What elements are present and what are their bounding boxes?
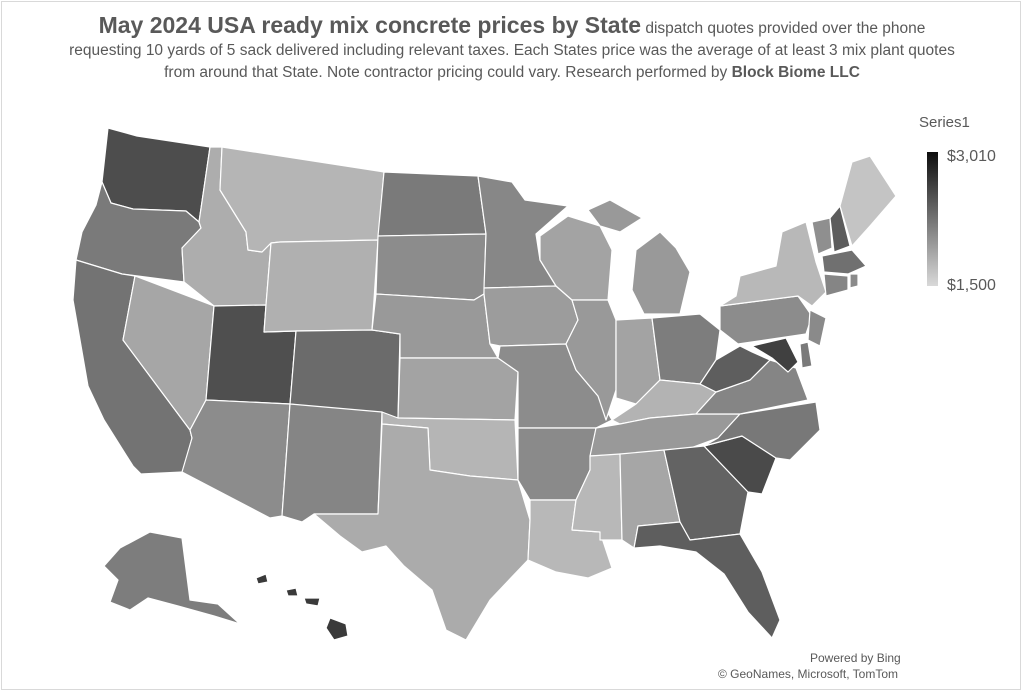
state-wv[interactable] — [699, 345, 771, 393]
state-az[interactable] — [181, 399, 291, 519]
state-co[interactable] — [289, 329, 401, 419]
state-ri[interactable] — [849, 273, 859, 289]
state-nc[interactable] — [703, 401, 821, 461]
state-hi[interactable] — [255, 573, 349, 641]
map-data-credit: © GeoNames, Microsoft, TomTom — [718, 667, 898, 681]
state-mn[interactable] — [477, 175, 569, 289]
state-nd[interactable] — [377, 171, 487, 237]
state-tx[interactable] — [313, 423, 531, 641]
state-nm[interactable] — [281, 403, 383, 523]
state-sd[interactable] — [375, 233, 487, 301]
legend-color-scale — [927, 152, 938, 286]
legend-max-label: $3,010 — [947, 148, 996, 165]
title-subtitle-line3: from around that State. Note contractor … — [40, 62, 984, 84]
powered-by-credit: Powered by Bing — [810, 651, 901, 665]
legend-title: Series1 — [919, 114, 970, 131]
state-ak[interactable] — [103, 531, 241, 625]
state-wy[interactable] — [263, 239, 379, 333]
title-brand: Block Biome LLC — [731, 64, 860, 81]
state-de[interactable] — [799, 341, 813, 369]
state-il[interactable] — [565, 299, 617, 421]
state-ct[interactable] — [823, 273, 849, 297]
state-fl[interactable] — [633, 521, 781, 639]
state-ia[interactable] — [483, 285, 579, 347]
state-ma[interactable] — [821, 249, 867, 275]
title-subtitle-line2: requesting 10 yards of 5 sack delivered … — [69, 42, 955, 59]
title-subtitle: dispatch quotes provided over the phone — [641, 20, 926, 37]
state-nj[interactable] — [807, 309, 827, 347]
state-mi[interactable] — [587, 199, 691, 315]
state-ny[interactable] — [719, 221, 827, 307]
chart-title: May 2024 USA ready mix concrete prices b… — [40, 14, 984, 84]
title-main: May 2024 USA ready mix concrete prices b… — [98, 12, 642, 38]
legend-min-label: $1,500 — [947, 277, 996, 294]
state-me[interactable] — [839, 155, 897, 247]
state-nh[interactable] — [829, 205, 851, 253]
state-vt[interactable] — [811, 217, 833, 255]
state-md[interactable] — [751, 337, 799, 373]
title-subtitle-line3-text: from around that State. Note contractor … — [164, 64, 732, 81]
state-ks[interactable] — [397, 357, 519, 421]
